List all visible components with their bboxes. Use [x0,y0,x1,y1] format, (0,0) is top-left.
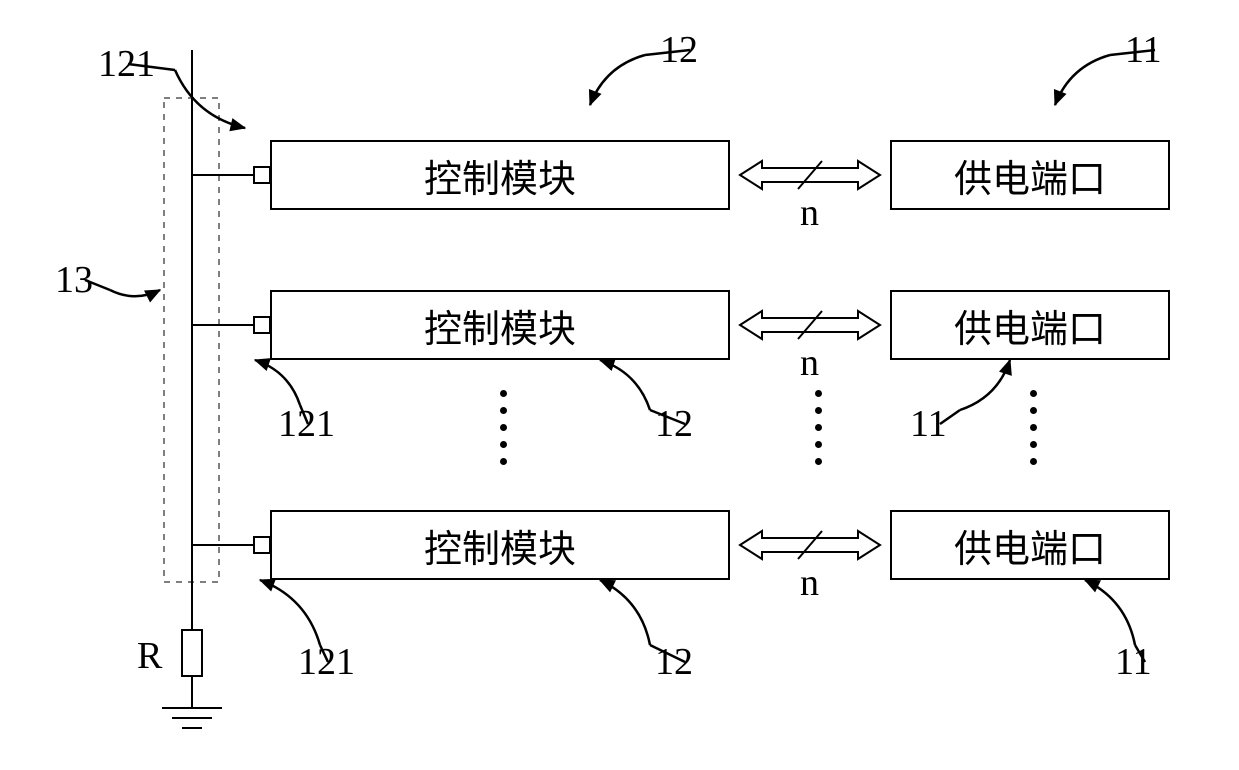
resistor [182,630,202,676]
bidirectional-arrow [740,311,880,339]
power-port-box: 供电端口 [890,290,1170,360]
leader-arrowhead [230,119,245,131]
leader-line [255,360,300,405]
leader-line [590,55,645,105]
bus-width-slash [798,531,822,559]
leader-line [110,290,160,296]
bidirectional-arrow [740,161,880,189]
resistor-label: R [137,634,162,678]
power-port-box: 供电端口 [890,510,1170,580]
bus-width-slash [798,161,822,189]
leader-line [600,360,650,410]
control-module-box: 控制模块 [270,510,730,580]
leader-arrowhead [600,580,615,592]
leader-arrowhead [1054,90,1065,105]
power-port-box: 供电端口 [890,140,1170,210]
connector-pad [254,317,270,333]
callout-121: 121 [278,402,335,446]
leader-arrowhead [145,290,160,302]
ellipsis-vertical [500,390,507,465]
leader-line [1055,55,1110,105]
connector-pad [254,167,270,183]
leader-line [1085,580,1135,645]
bus-width-n: n [800,561,819,605]
bus-width-slash [798,311,822,339]
callout-12: 12 [660,28,698,72]
callout-11: 11 [1125,28,1162,72]
leader-line [175,70,245,128]
leader-arrowhead [1000,360,1011,375]
callout-121: 121 [298,640,355,684]
bus-box [164,98,219,582]
callout-12: 12 [655,640,693,684]
callout-11: 11 [1115,640,1152,684]
connector-pad [254,537,270,553]
bus-width-n: n [800,191,819,235]
callout-13: 13 [55,258,93,302]
callout-12: 12 [655,402,693,446]
control-module-box: 控制模块 [270,140,730,210]
leader-arrowhead [589,90,600,105]
callout-121: 121 [98,42,155,86]
leader-line [600,580,650,645]
leader-arrowhead [255,359,270,370]
ellipsis-vertical [1030,390,1037,465]
callout-11: 11 [910,402,947,446]
bidirectional-arrow [740,531,880,559]
leader-line [260,580,320,645]
leader-arrowhead [600,359,615,370]
control-module-box: 控制模块 [270,290,730,360]
bus-width-n: n [800,341,819,385]
leader-arrowhead [1085,580,1100,592]
leader-arrowhead [260,579,275,590]
ellipsis-vertical [815,390,822,465]
leader-line [960,360,1010,410]
